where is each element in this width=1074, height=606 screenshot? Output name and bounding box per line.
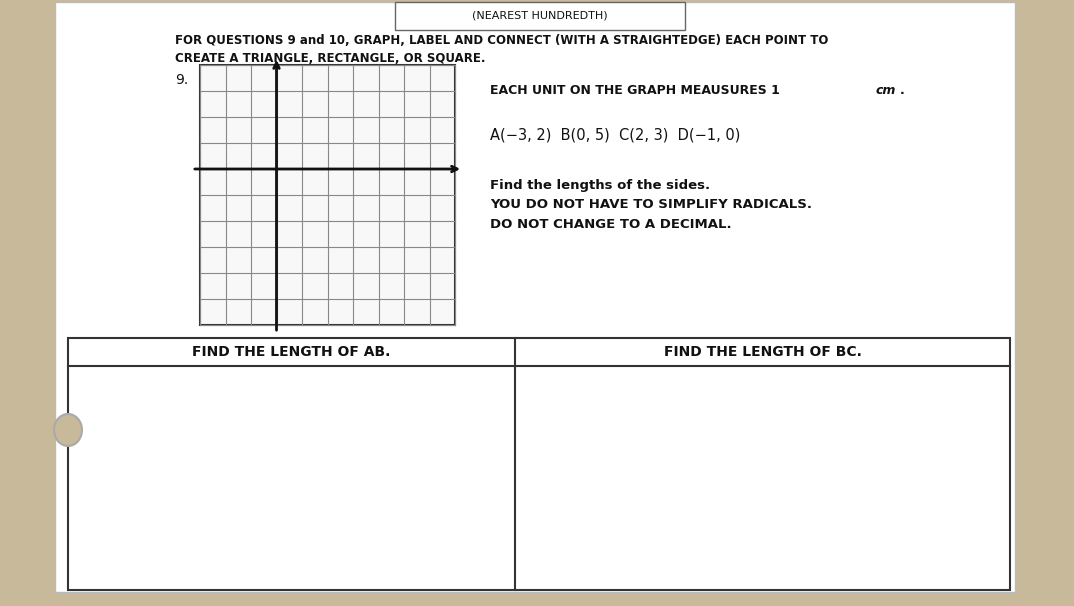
Text: Find the lengths of the sides.: Find the lengths of the sides.	[490, 179, 710, 191]
Ellipse shape	[54, 414, 82, 446]
Text: A(−3, 2)  B(0, 5)  C(2, 3)  D(−1, 0): A(−3, 2) B(0, 5) C(2, 3) D(−1, 0)	[490, 127, 740, 142]
Text: YOU DO NOT HAVE TO SIMPLIFY RADICALS.: YOU DO NOT HAVE TO SIMPLIFY RADICALS.	[490, 199, 812, 211]
Text: EACH UNIT ON THE GRAPH MEAUSURES 1: EACH UNIT ON THE GRAPH MEAUSURES 1	[490, 84, 784, 96]
Text: (NEAREST HUNDREDTH): (NEAREST HUNDREDTH)	[473, 11, 608, 21]
FancyBboxPatch shape	[55, 2, 1015, 592]
Text: 9.: 9.	[175, 73, 188, 87]
Text: FIND THE LENGTH OF AB.: FIND THE LENGTH OF AB.	[192, 345, 391, 359]
FancyBboxPatch shape	[68, 338, 1010, 590]
Text: DO NOT CHANGE TO A DECIMAL.: DO NOT CHANGE TO A DECIMAL.	[490, 219, 731, 231]
Text: CREATE A TRIANGLE, RECTANGLE, OR SQUARE.: CREATE A TRIANGLE, RECTANGLE, OR SQUARE.	[175, 52, 485, 64]
Text: FOR QUESTIONS 9 and 10, GRAPH, LABEL AND CONNECT (WITH A STRAIGHTEDGE) EACH POIN: FOR QUESTIONS 9 and 10, GRAPH, LABEL AND…	[175, 33, 828, 47]
FancyBboxPatch shape	[200, 65, 455, 325]
Text: cm: cm	[876, 84, 897, 96]
FancyBboxPatch shape	[395, 2, 685, 30]
Text: FIND THE LENGTH OF BC.: FIND THE LENGTH OF BC.	[664, 345, 861, 359]
Text: .: .	[900, 84, 904, 96]
